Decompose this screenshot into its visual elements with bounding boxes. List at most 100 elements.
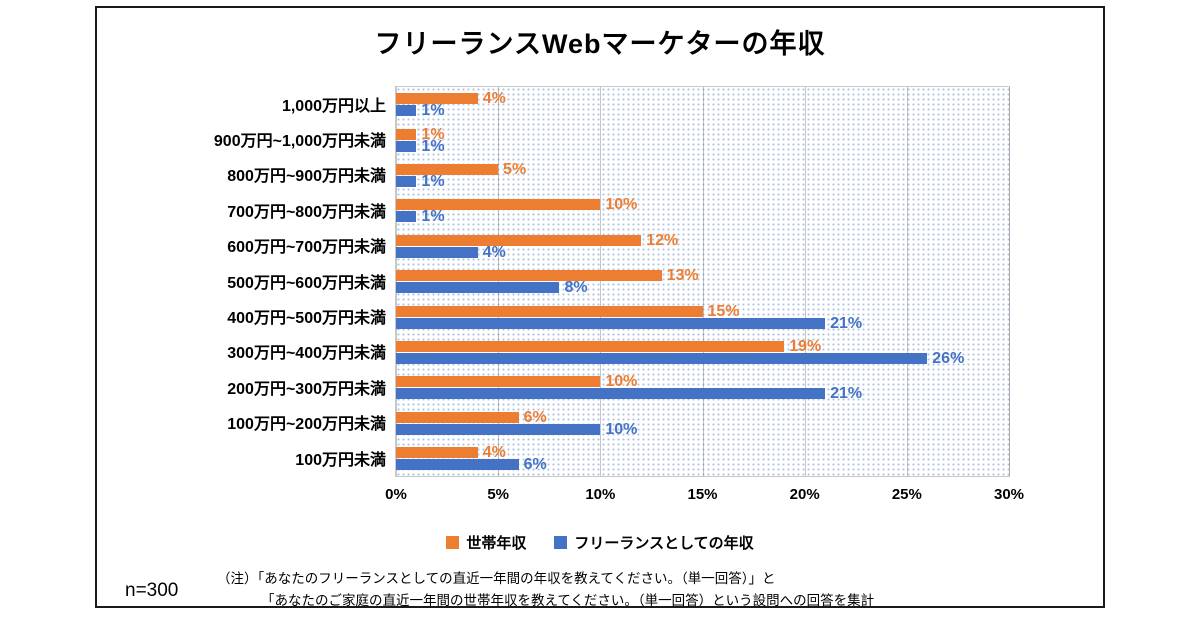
value-label-freelance: 8%: [564, 279, 588, 297]
category-label: 600万円~700万円未満: [227, 239, 386, 257]
bar-line-household: 13%: [396, 267, 1009, 285]
bar-row: 6% 10%: [396, 406, 1009, 441]
gridline: [498, 87, 500, 477]
value-label-freelance: 21%: [830, 314, 863, 332]
bar-line-freelance: 10%: [396, 420, 1009, 438]
bar-household: [396, 376, 601, 388]
bar-freelance: [396, 246, 478, 258]
bar-line-freelance: 1%: [396, 172, 1009, 190]
bar-row: 12% 4%: [396, 229, 1009, 264]
bar-row: 1% 1%: [396, 122, 1009, 157]
value-label-freelance: 10%: [605, 420, 638, 438]
bar-household: [396, 340, 785, 352]
chart-title: フリーランスWebマーケターの年収: [374, 29, 826, 59]
legend-item-freelance: フリーランスとしての年収: [554, 532, 754, 553]
bar-line-household: 4%: [396, 91, 1009, 107]
legend-label-freelance: フリーランスとしての年収: [574, 535, 754, 552]
bar-freelance: [396, 282, 560, 294]
bar-household: [396, 447, 478, 459]
gridline: [1009, 87, 1010, 477]
category-label: 100万円未満: [295, 451, 386, 469]
note-line-2: 「あなたのご家庭の直近一年間の世帯年収を教えてください。（単一回答）という設問へ…: [261, 592, 875, 608]
category-label: 800万円~900万円未満: [227, 168, 386, 186]
value-label-household: 5%: [503, 160, 527, 178]
bar-line-freelance: 21%: [396, 385, 1009, 403]
legend-swatch-freelance: [554, 536, 568, 549]
bar-chart-area: 1,000万円以上 900万円~1,000万円未満 800万円~900万円未満 700…: [107, 86, 1010, 478]
bar-freelance: [396, 388, 826, 400]
value-label-household: 4%: [482, 444, 506, 462]
category-label: 200万円~300万円未満: [227, 380, 386, 398]
bar-freelance: [396, 211, 417, 223]
bar-row: 4% 1%: [396, 87, 1009, 122]
legend-item-household: 世帯年収: [446, 532, 526, 553]
category-label: 900万円~1,000万円未満: [213, 133, 386, 151]
legend-swatch-household: [446, 536, 460, 549]
category-label: 300万円~400万円未満: [227, 345, 386, 363]
bar-row: 19% 26%: [396, 335, 1009, 370]
bar-freelance: [396, 352, 928, 364]
x-tick-label: 20%: [789, 486, 820, 503]
value-label-household: 10%: [605, 196, 638, 214]
chart-legend: 世帯年収 フリーランスとしての年収: [97, 532, 1103, 553]
value-label-freelance: 6%: [523, 456, 547, 474]
bar-freelance: [396, 317, 826, 329]
bar-freelance: [396, 140, 417, 152]
bar-line-household: 1%: [396, 125, 1009, 143]
value-label-household: 6%: [523, 408, 547, 426]
category-label: 500万円~600万円未満: [227, 274, 386, 292]
bar-household: [396, 128, 417, 140]
bar-row: 4% 6%: [396, 441, 1009, 476]
bar-household: [396, 93, 478, 105]
value-label-freelance: 21%: [830, 385, 863, 403]
bar-line-household: 12%: [396, 231, 1009, 249]
bar-line-household: 15%: [396, 303, 1009, 319]
value-label-household: 19%: [789, 337, 822, 355]
value-label-freelance: 1%: [421, 102, 445, 120]
x-tick-label: 5%: [487, 486, 509, 503]
bar-household: [396, 199, 601, 211]
category-label: 100万円~200万円未満: [227, 416, 386, 434]
x-tick-label: 30%: [993, 486, 1025, 503]
bar-freelance: [396, 105, 417, 117]
bar-line-household: 10%: [396, 196, 1009, 214]
bar-line-freelance: 8%: [396, 279, 1009, 297]
x-tick-label: 0%: [385, 486, 407, 503]
chart-note: （注）「あなたのフリーランスとしての直近一年間の年収を教えてください。（単一回答…: [217, 568, 874, 611]
chart-card: フリーランスWebマーケターの年収 1,000万円以上 900万円~1,000万円…: [95, 6, 1105, 608]
bar-row: 15% 21%: [396, 299, 1009, 334]
category-axis: 1,000万円以上 900万円~1,000万円未満 800万円~900万円未満 700…: [107, 86, 395, 477]
x-tick-label: 15%: [687, 486, 718, 503]
bar-row: 13% 8%: [396, 264, 1009, 299]
value-label-freelance: 1%: [421, 137, 445, 155]
category-label: 700万円~800万円未満: [227, 203, 386, 221]
bar-line-freelance: 1%: [396, 137, 1009, 155]
bar-household: [396, 305, 703, 317]
plot-area: 4% 1% 1% 1% 5% 1% 10% 1% 12% 4% 13% 8% 15% 21% 19% 26% 1…: [395, 86, 1010, 478]
gridline: [804, 87, 806, 477]
bar-line-household: 6%: [396, 408, 1009, 426]
bar-household: [396, 270, 662, 282]
gridlines: [396, 87, 1010, 477]
bar-line-freelance: 6%: [396, 456, 1009, 474]
bar-freelance: [396, 459, 519, 471]
value-label-household: 12%: [646, 231, 679, 249]
value-label-freelance: 1%: [421, 172, 445, 190]
bar-freelance: [396, 175, 417, 187]
value-label-freelance: 26%: [932, 349, 965, 367]
bar-household: [396, 163, 499, 175]
value-label-household: 1%: [421, 125, 445, 143]
bar-household: [396, 234, 642, 246]
bar-line-freelance: 21%: [396, 314, 1009, 332]
value-label-household: 13%: [666, 267, 699, 285]
legend-label-household: 世帯年収: [466, 535, 527, 552]
bar-line-household: 10%: [396, 374, 1009, 390]
bar-line-freelance: 26%: [396, 349, 1009, 367]
bar-row: 5% 1%: [396, 158, 1009, 193]
bar-line-freelance: 4%: [396, 244, 1009, 260]
value-label-freelance: 1%: [421, 208, 445, 226]
bar-row: 10% 21%: [396, 370, 1009, 405]
gridline: [600, 87, 602, 477]
x-tick-label: 25%: [891, 486, 922, 503]
bar-line-household: 19%: [396, 337, 1009, 355]
